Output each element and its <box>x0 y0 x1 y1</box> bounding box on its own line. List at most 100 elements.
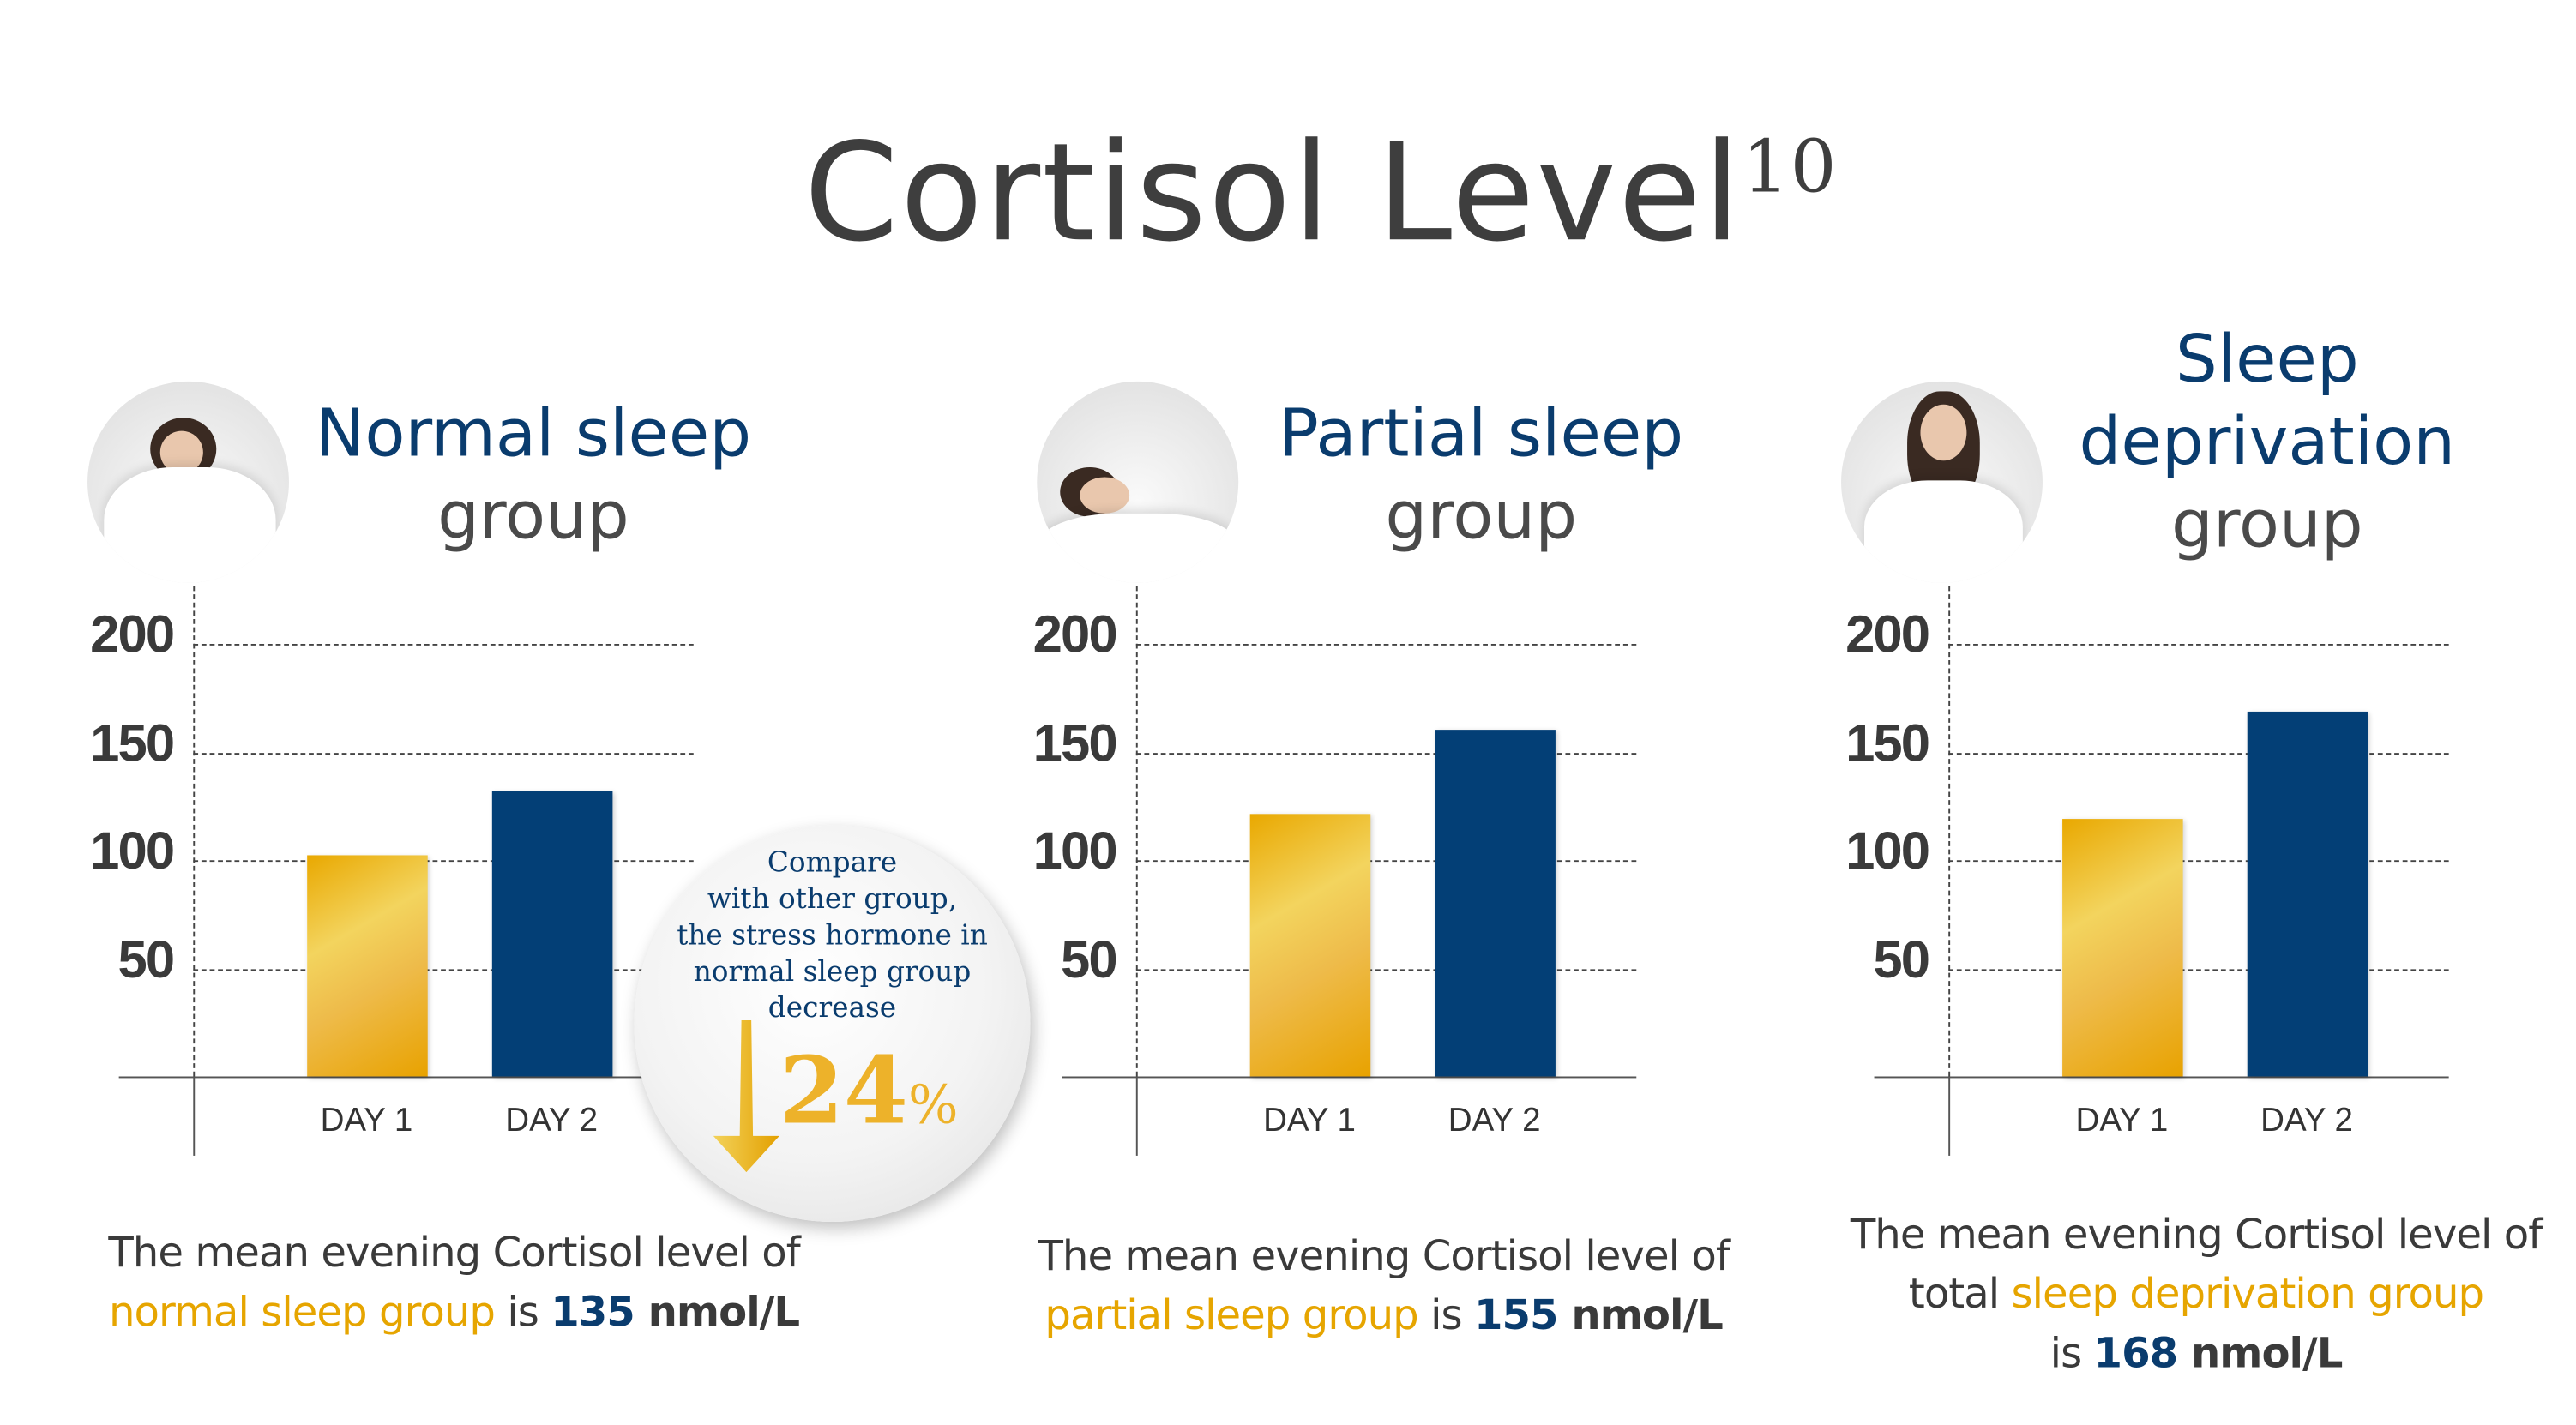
caption-unit: nmol/L <box>2177 1329 2343 1377</box>
heading-main: Sleep <box>2175 322 2359 399</box>
partial-sleep-panel: Partial sleep group 50 100 150 200 DAY 1 DAY … <box>943 0 1802 1425</box>
x-tick-label: DAY 1 <box>1263 1103 1356 1139</box>
y-axis-tail <box>193 1076 196 1156</box>
y-axis <box>193 586 196 1077</box>
caption-unit: nmol/L <box>1557 1290 1723 1339</box>
photo-face <box>159 430 203 474</box>
bar-day-2 <box>2247 711 2368 1077</box>
bubble-line: normal sleep group <box>693 955 972 989</box>
heading-main: Normal sleep <box>315 396 752 472</box>
caption-line: is 168 nmol/L <box>1784 1324 2576 1383</box>
caption-value: 155 <box>1473 1290 1559 1339</box>
bar-day-1 <box>2062 819 2183 1077</box>
bar-day-1 <box>1249 815 1371 1077</box>
caption-unit: nmol/L <box>634 1287 800 1336</box>
gridline <box>193 752 694 755</box>
bubble-line: Compare <box>767 846 898 881</box>
sleeping-woman-photo <box>87 381 289 583</box>
y-tick-label: 200 <box>1032 604 1118 664</box>
caption-is: is <box>494 1287 551 1336</box>
x-tick-label: DAY 2 <box>2260 1103 2353 1139</box>
caption-value: 135 <box>551 1287 635 1336</box>
y-axis <box>1948 586 1951 1077</box>
caption-value: 168 <box>2093 1329 2179 1377</box>
heading-sub: group <box>2170 487 2363 563</box>
caption-line: The mean evening Cortisol level of <box>1850 1210 2543 1259</box>
caption: The mean evening Cortisol level of norma… <box>41 1224 867 1343</box>
y-tick-label: 100 <box>1032 821 1118 881</box>
page-title: Cortisol Level10 <box>0 116 2576 273</box>
caption-group: normal sleep group <box>108 1287 496 1336</box>
percentage-unit: % <box>907 1073 959 1136</box>
caption-line: total sleep deprivation group <box>1784 1265 2576 1324</box>
gridline <box>1948 860 2449 863</box>
yawning-woman-photo <box>1037 381 1239 583</box>
y-tick-label: 50 <box>117 929 175 989</box>
caption-line: The mean evening Cortisol level of <box>108 1228 800 1277</box>
heading-sub: group <box>1385 478 1578 556</box>
comparison-bubble: Compare with other group, the stress hor… <box>634 825 1031 1222</box>
caption-is: is <box>1417 1290 1474 1339</box>
y-tick-label: 150 <box>1032 712 1118 773</box>
bar-day-1 <box>307 856 428 1077</box>
y-tick-label: 50 <box>1873 929 1930 989</box>
tired-woman-photo <box>1841 381 2043 583</box>
x-tick-label: DAY 2 <box>1447 1103 1541 1139</box>
group-heading: Normal sleep group <box>269 393 797 558</box>
bar-day-2 <box>1435 730 1556 1077</box>
gridline <box>1135 860 1637 863</box>
group-heading: Partial sleep group <box>1217 393 1745 558</box>
y-tick-label: 150 <box>1845 712 1930 773</box>
photo-blanket <box>1864 480 2023 583</box>
heading-sub: group <box>437 478 629 556</box>
caption-group: sleep deprivation group <box>2011 1269 2485 1318</box>
caption-line: partial sleep group is 155 nmol/L <box>971 1286 1797 1345</box>
normal-sleep-panel: Normal sleep group 50 100 150 200 DAY 1 DAY 2… <box>0 0 858 1425</box>
gridline <box>1948 752 2449 755</box>
decrease-percentage: 24% <box>779 1037 959 1145</box>
caption: The mean evening Cortisol level of parti… <box>971 1227 1797 1346</box>
bubble-text: Compare with other group, the stress hor… <box>634 845 1030 1027</box>
gridline <box>1135 752 1637 755</box>
photo-blanket <box>104 466 276 583</box>
caption: The mean evening Cortisol level of total… <box>1784 1206 2576 1384</box>
x-axis <box>118 1076 694 1079</box>
heading-main: Partial sleep <box>1279 396 1684 472</box>
gridline <box>1135 968 1637 971</box>
x-tick-label: DAY 1 <box>320 1103 413 1139</box>
down-arrow-icon <box>713 1020 779 1173</box>
heading-main-2: deprivation <box>2079 404 2456 481</box>
y-tick-label: 50 <box>1061 929 1118 989</box>
y-axis-tail <box>1948 1076 1951 1156</box>
gridline <box>193 968 694 971</box>
gridline <box>1948 643 2449 646</box>
bubble-line: with other group, <box>707 883 958 917</box>
x-tick-label: DAY 2 <box>505 1103 599 1139</box>
y-tick-label: 200 <box>90 604 175 664</box>
photo-pillow <box>1037 513 1239 583</box>
y-tick-label: 100 <box>1845 821 1930 881</box>
y-tick-label: 200 <box>1845 604 1930 664</box>
group-heading: Sleep deprivation group <box>2003 319 2531 567</box>
photo-face <box>1080 477 1130 514</box>
y-axis-tail <box>1135 1076 1138 1156</box>
bar-day-2 <box>491 791 613 1077</box>
x-axis <box>1062 1076 1637 1079</box>
title-reference: 10 <box>1742 125 1839 210</box>
bubble-line: decrease <box>767 992 897 1025</box>
caption-line: normal sleep group is 135 nmol/L <box>41 1283 867 1342</box>
bubble-line: the stress hormone in <box>677 919 988 953</box>
photo-face <box>1920 404 1967 461</box>
gridline <box>1948 968 2449 971</box>
caption-pre: total <box>1908 1269 2012 1318</box>
y-tick-label: 100 <box>90 821 175 881</box>
y-axis <box>1135 586 1138 1077</box>
gridline <box>193 643 694 646</box>
x-tick-label: DAY 1 <box>2075 1103 2169 1139</box>
caption-is: is <box>2049 1329 2094 1377</box>
percentage-value: 24 <box>779 1037 908 1146</box>
caption-group: partial sleep group <box>1044 1290 1418 1339</box>
gridline <box>193 860 694 863</box>
y-tick-label: 150 <box>90 712 175 773</box>
